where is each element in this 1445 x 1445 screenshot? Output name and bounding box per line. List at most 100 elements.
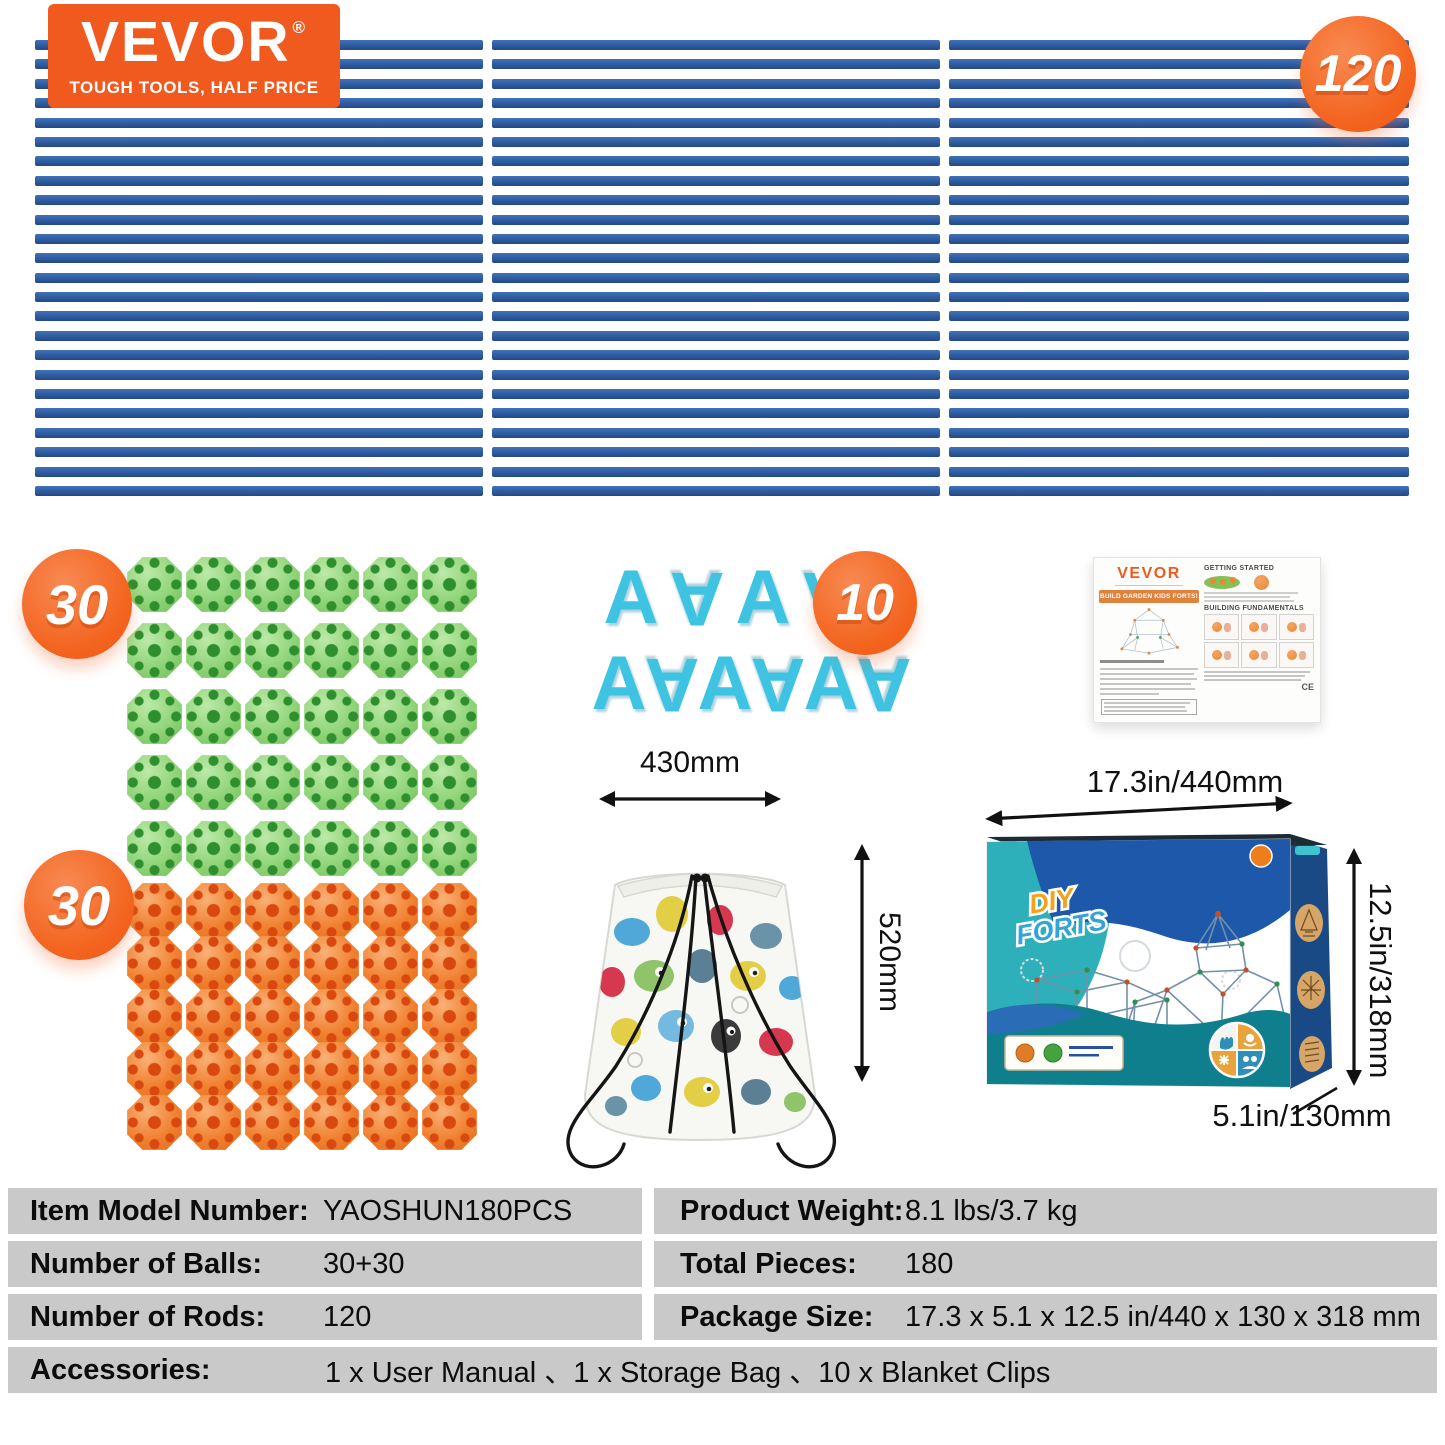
blanket-clip: A <box>803 641 859 726</box>
green-connector-ball <box>245 689 300 744</box>
building-rod <box>492 272 940 283</box>
building-rod <box>492 350 940 361</box>
building-rod <box>492 78 940 89</box>
orange-balls-grid <box>126 882 486 1162</box>
manual-brand: VEVOR <box>1117 565 1181 582</box>
building-rod <box>949 40 1409 50</box>
bag-width-arrow <box>599 791 781 807</box>
orange-connector-ball <box>304 989 359 1044</box>
fort-diagram <box>1120 608 1179 655</box>
bag-height-label: 520mm <box>873 912 906 1013</box>
manual-fine-print <box>1204 671 1314 681</box>
orange-connector-ball <box>422 883 477 938</box>
feature-quadrant-badge <box>1208 1021 1266 1079</box>
brand-tagline: TOUGH TOOLS, HALF PRICE <box>69 78 319 97</box>
monster-print-pattern <box>599 896 806 1116</box>
building-rod <box>35 214 483 225</box>
green-balls-grid <box>126 556 486 886</box>
green-connector-ball <box>304 557 359 612</box>
building-rod <box>949 233 1409 244</box>
building-rod <box>35 350 483 361</box>
rods-panel <box>35 40 1410 500</box>
orange-connector-ball <box>186 1042 241 1097</box>
bag-height-arrow <box>854 844 870 1082</box>
spec-row: Package Size: 17.3 x 5.1 x 12.5 in/440 x … <box>654 1294 1437 1340</box>
building-rod <box>35 272 483 283</box>
building-rod <box>949 98 1409 109</box>
orange-connector-ball <box>186 883 241 938</box>
building-rod <box>35 292 483 303</box>
spec-label: Package Size: <box>680 1300 874 1333</box>
spec-label: Item Model Number: <box>30 1194 309 1227</box>
building-rod <box>949 447 1409 458</box>
building-rod <box>949 330 1409 341</box>
spec-value: 180 <box>905 1247 954 1280</box>
orange-connector-ball <box>422 989 477 1044</box>
manual-warning-box <box>1100 699 1198 715</box>
building-rod <box>35 195 483 206</box>
building-rod <box>492 447 940 458</box>
building-rod <box>492 292 940 303</box>
building-rod <box>35 233 483 244</box>
building-rod <box>492 253 940 264</box>
orange-connector-ball <box>304 936 359 991</box>
manual-paragraph <box>1100 658 1198 696</box>
green-connector-ball <box>363 689 418 744</box>
rod-column <box>492 40 940 505</box>
building-rod <box>949 272 1409 283</box>
building-rod <box>492 195 940 206</box>
orange-connector-ball <box>422 936 477 991</box>
orange-connector-ball <box>304 1095 359 1150</box>
manual-section-getting-started: GETTING STARTED <box>1204 565 1275 572</box>
spec-col-right: Product Weight: 8.1 lbs/3.7 kg Total Piece… <box>654 1188 1437 1340</box>
orange-connector-ball <box>127 1042 182 1097</box>
spec-label: Product Weight: <box>680 1194 904 1227</box>
building-rod <box>492 175 940 186</box>
spec-value: 120 <box>323 1300 372 1333</box>
green-connector-ball <box>186 557 241 612</box>
building-rod <box>949 369 1409 380</box>
box-depth-label: 5.1in/130mm <box>1212 1098 1392 1133</box>
building-rod <box>949 389 1409 400</box>
box-height-label: 12.5in/318mm <box>1363 882 1398 1079</box>
green-connector-ball <box>422 755 477 810</box>
orange-connector-ball <box>422 1095 477 1150</box>
green-connector-ball <box>422 623 477 678</box>
orange-connector-ball <box>363 936 418 991</box>
parts-pile-icon <box>1204 576 1240 589</box>
green-ball-count-badge: 30 <box>22 549 132 659</box>
clip-count-badge: 10 <box>813 551 917 655</box>
orange-connector-ball <box>245 936 300 991</box>
green-connector-ball <box>186 755 241 810</box>
box-side-icons <box>1295 904 1325 1072</box>
manual-right-page: GETTING STARTED BUILDING FUNDAMENTALS CE <box>1204 565 1314 715</box>
building-rod <box>492 59 940 70</box>
orange-connector-ball <box>245 883 300 938</box>
spec-row: Number of Rods: 120 <box>8 1294 642 1340</box>
green-connector-ball <box>127 557 182 612</box>
building-rod <box>492 369 940 380</box>
blanket-clip: A <box>591 641 647 726</box>
spec-value: 8.1 lbs/3.7 kg <box>905 1194 1078 1227</box>
product-box: DIY FORTS <box>986 834 1332 1089</box>
storage-bag <box>566 872 837 1169</box>
registered-mark: ® <box>292 18 308 37</box>
manual-text-line <box>1114 585 1184 587</box>
green-connector-ball <box>245 755 300 810</box>
green-connector-ball <box>127 755 182 810</box>
orange-connector-ball <box>304 1042 359 1097</box>
green-connector-ball <box>304 689 359 744</box>
orange-ball-count-badge: 30 <box>24 850 134 960</box>
rod-count-badge: 120 <box>1300 16 1416 132</box>
building-rod <box>35 447 483 458</box>
building-rod <box>35 156 483 167</box>
green-connector-ball <box>422 557 477 612</box>
spec-row: Item Model Number: YAOSHUN180PCS <box>8 1188 642 1234</box>
building-rod <box>949 466 1409 477</box>
building-rod <box>492 156 940 167</box>
bag-width-label: 430mm <box>639 746 741 779</box>
green-connector-ball <box>186 689 241 744</box>
orange-connector-ball <box>127 989 182 1044</box>
